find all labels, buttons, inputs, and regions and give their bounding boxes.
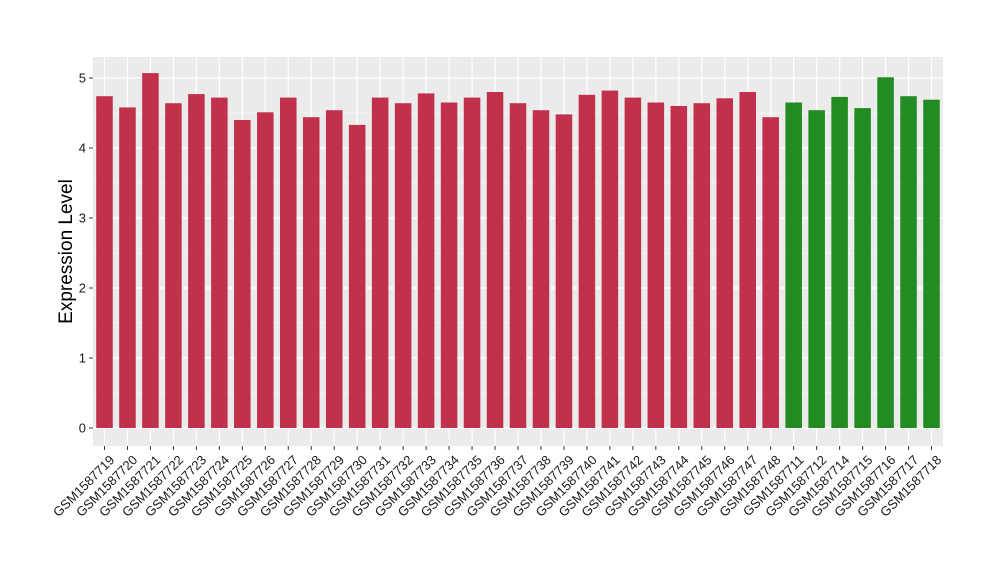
- bar-GSM1587734: [440, 102, 458, 428]
- y-tick-label: 4: [79, 141, 86, 156]
- y-tick-label: 3: [79, 211, 86, 226]
- bar-GSM1587730: [348, 124, 366, 429]
- bar-GSM1587727: [280, 97, 297, 428]
- bar-GSM1587745: [693, 103, 711, 428]
- bar-GSM1587733: [417, 93, 435, 429]
- y-tick-label: 1: [79, 351, 86, 366]
- bar-GSM1587722: [165, 103, 182, 428]
- bar-GSM1587715: [854, 108, 871, 428]
- bar-GSM1587729: [325, 110, 343, 428]
- bar-GSM1587747: [739, 92, 756, 428]
- bar-GSM1587746: [716, 98, 734, 429]
- bar-GSM1587726: [257, 112, 274, 429]
- bar-GSM1587738: [532, 110, 550, 428]
- bar-GSM1587735: [463, 97, 481, 428]
- bar-GSM1587743: [647, 102, 665, 428]
- bar-GSM1587724: [211, 97, 228, 428]
- x-axis: GSM1587719GSM1587720GSM1587721GSM1587722…: [50, 446, 944, 520]
- y-tick-label: 5: [79, 71, 86, 86]
- bar-GSM1587740: [578, 94, 596, 429]
- bar-GSM1587748: [762, 117, 779, 428]
- bar-GSM1587712: [808, 110, 825, 428]
- y-tick-label: 0: [79, 421, 86, 436]
- bar-GSM1587732: [394, 103, 412, 428]
- bar-GSM1587736: [486, 92, 504, 428]
- y-tick-label: 2: [79, 281, 86, 296]
- bar-GSM1587731: [371, 97, 389, 428]
- y-axis: 0 1 2 3 4 5: [79, 71, 93, 436]
- bar-GSM1587739: [555, 114, 573, 429]
- bar-GSM1587721: [142, 73, 159, 428]
- bar-GSM1587723: [188, 94, 205, 428]
- bar-GSM1587711: [785, 102, 802, 428]
- bar-GSM1587725: [234, 120, 251, 428]
- bar-GSM1587744: [670, 106, 688, 428]
- bar-GSM1587720: [119, 107, 136, 429]
- bars: [96, 73, 940, 429]
- bar-GSM1587716: [877, 77, 894, 429]
- bar-GSM1587714: [831, 96, 848, 429]
- bar-GSM1587728: [302, 117, 320, 428]
- bar-GSM1587719: [96, 96, 113, 428]
- bar-GSM1587741: [601, 90, 619, 428]
- bar-GSM1587737: [509, 103, 527, 428]
- y-axis-title: Expression Level: [56, 179, 77, 324]
- bar-GSM1587742: [624, 97, 642, 428]
- bar-GSM1587718: [923, 99, 940, 428]
- bar-GSM1587717: [900, 96, 917, 428]
